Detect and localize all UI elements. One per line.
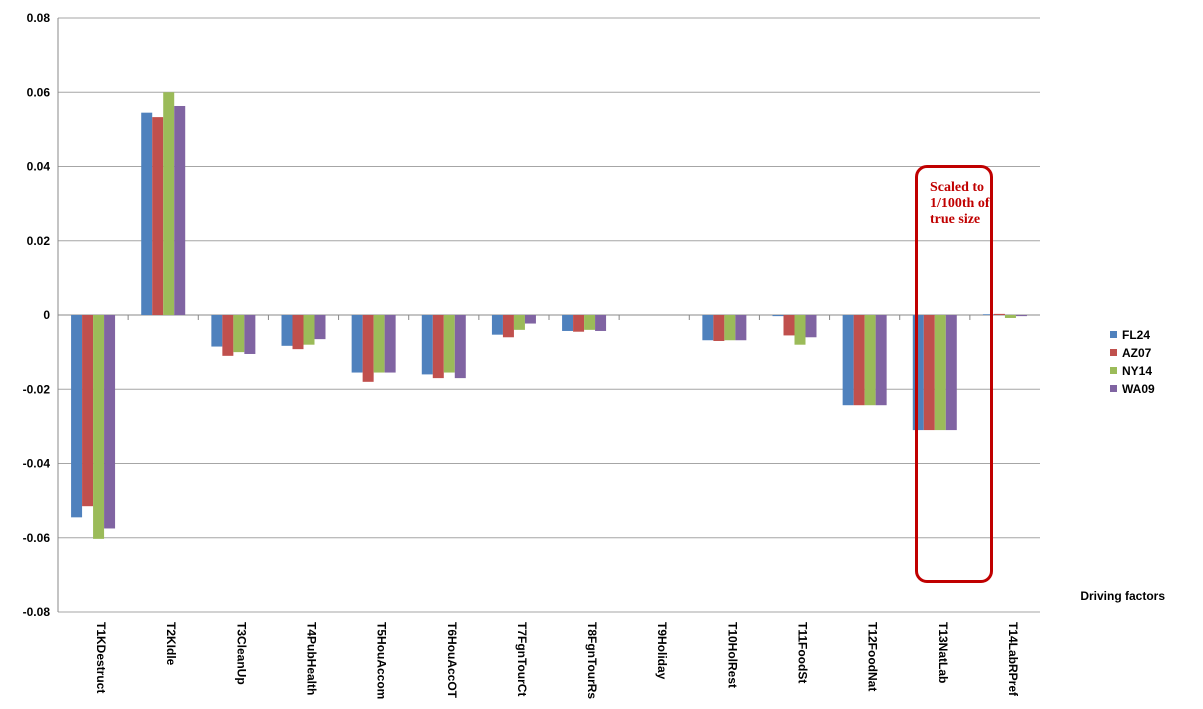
y-tick-label: 0 xyxy=(43,308,50,322)
y-tick-label: -0.06 xyxy=(23,531,51,545)
x-tick-label: T11FoodSt xyxy=(796,622,810,683)
bar xyxy=(982,314,994,315)
bar xyxy=(573,315,585,332)
bar xyxy=(502,315,514,338)
bar xyxy=(853,315,865,406)
annotation: Scaled to 1/100th of true size xyxy=(930,180,990,227)
y-tick-label: -0.02 xyxy=(23,382,51,396)
x-tick-label: T8FgnTourRs xyxy=(585,622,599,699)
bar xyxy=(945,315,957,431)
x-tick-label: T3CleanUp xyxy=(234,622,248,685)
x-tick-label: T1KDestruct xyxy=(94,622,108,693)
legend-swatch xyxy=(1110,385,1117,392)
x-axis-label: Driving factors xyxy=(1080,589,1165,603)
bar xyxy=(783,315,795,336)
bar xyxy=(934,315,946,431)
bar xyxy=(713,315,725,341)
legend-swatch xyxy=(1110,331,1117,338)
x-tick-label: T5HouAccom xyxy=(375,622,389,699)
y-tick-label: -0.04 xyxy=(23,457,51,471)
bar xyxy=(362,315,374,382)
y-tick-label: 0.02 xyxy=(27,234,51,248)
y-tick-label: 0.06 xyxy=(27,85,51,99)
bar xyxy=(912,315,924,431)
bar xyxy=(233,315,245,353)
legend-swatch xyxy=(1110,349,1117,356)
annotation-box xyxy=(915,165,993,583)
bar xyxy=(71,315,83,518)
bar xyxy=(104,315,116,529)
bar xyxy=(281,315,293,346)
bar xyxy=(384,315,396,373)
bar xyxy=(772,315,784,317)
legend-label: NY14 xyxy=(1122,364,1152,378)
bar xyxy=(1004,315,1016,318)
bar xyxy=(244,315,256,354)
bar xyxy=(584,315,596,330)
bar xyxy=(222,315,234,356)
bar xyxy=(432,315,444,379)
x-tick-label: T13NatLab xyxy=(936,622,950,683)
bar xyxy=(702,315,714,341)
x-tick-label: T10HolRest xyxy=(725,622,739,688)
bar xyxy=(314,315,326,340)
x-tick-label: T14LabRPref xyxy=(1006,622,1020,697)
bar xyxy=(794,315,806,345)
bar xyxy=(82,315,94,507)
bar xyxy=(174,105,186,315)
bar xyxy=(923,315,935,431)
bar xyxy=(454,315,466,379)
bar xyxy=(211,315,223,347)
bar xyxy=(875,315,887,406)
bar xyxy=(1015,315,1027,317)
x-tick-label: T4PubHealth xyxy=(305,622,319,695)
bar xyxy=(735,315,747,341)
bar xyxy=(595,315,607,331)
legend-swatch xyxy=(1110,367,1117,374)
bar xyxy=(562,315,574,331)
bar xyxy=(163,92,175,315)
bar xyxy=(524,315,536,324)
x-tick-label: T12FoodNat xyxy=(866,622,880,691)
bar xyxy=(842,315,854,406)
bar xyxy=(373,315,385,373)
bar xyxy=(292,315,304,350)
bar xyxy=(724,315,736,341)
y-tick-label: 0.08 xyxy=(27,11,51,25)
bar xyxy=(513,315,525,330)
x-tick-label: T9Holiday xyxy=(655,622,669,680)
bar xyxy=(864,315,876,406)
x-tick-label: T6HouAccOT xyxy=(445,622,459,699)
legend-label: AZ07 xyxy=(1122,346,1152,360)
bar xyxy=(491,315,503,335)
legend-label: FL24 xyxy=(1122,328,1150,342)
bar xyxy=(443,315,455,373)
y-tick-label: 0.04 xyxy=(27,160,51,174)
x-tick-label: T2KIdle xyxy=(164,622,178,666)
bar xyxy=(805,315,817,338)
bar xyxy=(141,112,153,315)
bar xyxy=(351,315,363,373)
bar xyxy=(93,315,105,539)
bar xyxy=(993,313,1005,315)
bar xyxy=(152,117,164,315)
bar xyxy=(303,315,315,345)
x-tick-label: T7FgnTourCt xyxy=(515,622,529,696)
y-tick-label: -0.08 xyxy=(23,605,51,619)
bar xyxy=(421,315,433,375)
legend-label: WA09 xyxy=(1122,382,1155,396)
